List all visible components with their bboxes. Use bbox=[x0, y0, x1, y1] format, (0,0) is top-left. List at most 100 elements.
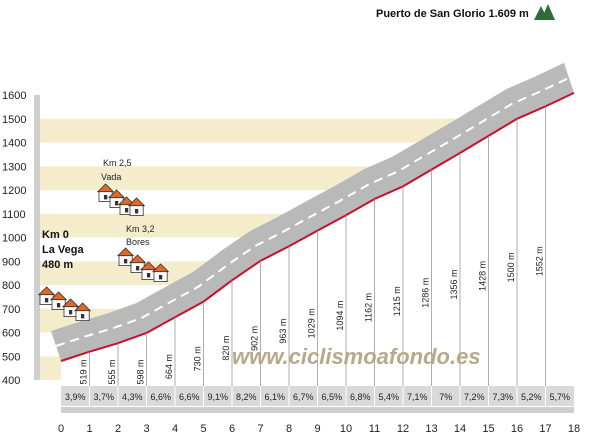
gradient-label: 9,1% bbox=[207, 392, 228, 402]
x-tick-label: 7 bbox=[257, 423, 263, 435]
y-tick-label: 1500 bbox=[2, 114, 26, 126]
house-icon bbox=[116, 247, 135, 267]
elevation-label: 519 m bbox=[79, 359, 89, 384]
house-door bbox=[134, 209, 139, 214]
km-gridlines bbox=[89, 106, 546, 390]
house-door bbox=[123, 259, 128, 264]
gradient-label: 4,3% bbox=[122, 392, 143, 402]
house-roof bbox=[151, 263, 170, 273]
gradient-label: 7,2% bbox=[464, 392, 485, 402]
x-tick-label: 3 bbox=[143, 423, 149, 435]
x-tick-label: 2 bbox=[115, 423, 121, 435]
house-roof bbox=[116, 247, 135, 257]
watermark-text: www.ciclismoafondo.es bbox=[232, 344, 481, 369]
house-icon bbox=[117, 196, 136, 216]
y-axis-ticks: 400 500 600 700 800 900 1000 1100 1200 1300 1400 15… bbox=[2, 90, 26, 387]
gradient-label: 7% bbox=[439, 392, 452, 402]
gradient-label: 5,4% bbox=[378, 392, 399, 402]
house-icon bbox=[128, 254, 147, 274]
x-tick-label: 17 bbox=[539, 423, 551, 435]
x-tick-label: 6 bbox=[229, 423, 235, 435]
y-axis-bar bbox=[34, 95, 40, 380]
gradient-label: 7,3% bbox=[492, 392, 513, 402]
y-tick-label: 1400 bbox=[2, 138, 26, 150]
mountain-peak bbox=[541, 4, 555, 20]
elevation-label: 1215 m bbox=[392, 286, 402, 316]
house-icon bbox=[73, 302, 92, 322]
house-door bbox=[68, 310, 73, 315]
house-roof bbox=[37, 286, 56, 296]
town-bores-name: Bores bbox=[126, 237, 150, 247]
x-tick-label: 11 bbox=[369, 423, 380, 435]
y-tick-label: 1200 bbox=[2, 185, 26, 197]
start-label: Km 0 La Vega 480 m bbox=[42, 229, 84, 271]
gradient-label: 6,1% bbox=[264, 392, 285, 402]
y-tick-label: 900 bbox=[2, 256, 20, 268]
house-roof bbox=[73, 302, 92, 312]
elevation-label: 1029 m bbox=[307, 308, 317, 338]
y-tick-label: 700 bbox=[2, 304, 20, 316]
x-tick-label: 0 bbox=[58, 423, 64, 435]
summit-label: Puerto de San Glorio 1.609 m bbox=[376, 8, 529, 20]
elevation-label: 598 m bbox=[136, 359, 146, 384]
y-tick-label: 800 bbox=[2, 280, 20, 292]
house-door bbox=[124, 208, 129, 213]
elevation-label: 1356 m bbox=[449, 269, 459, 299]
house-roof bbox=[117, 196, 136, 206]
start-elevation-label: 480 m bbox=[42, 259, 73, 271]
elevation-label: 1428 m bbox=[478, 261, 488, 291]
house-roof bbox=[49, 291, 68, 301]
village-icons bbox=[37, 183, 170, 322]
gradient-label: 7,1% bbox=[407, 392, 428, 402]
y-tick-label: 600 bbox=[2, 328, 20, 340]
gradient-label: 6,8% bbox=[350, 392, 371, 402]
elevation-label: 555 m bbox=[107, 359, 117, 384]
house-door bbox=[158, 275, 163, 280]
road-centerline bbox=[55, 76, 570, 347]
house-icon bbox=[127, 197, 146, 217]
house-roof bbox=[128, 254, 147, 264]
road-band bbox=[51, 62, 574, 362]
gradient-label: 6,6% bbox=[179, 392, 200, 402]
gradient-label: 3,9% bbox=[65, 392, 86, 402]
gradient-label: 5,7% bbox=[549, 392, 570, 402]
house-icon bbox=[107, 189, 126, 209]
town-vada-name: Vada bbox=[101, 172, 121, 182]
gradient-label: 6,5% bbox=[321, 392, 342, 402]
x-axis-bar bbox=[61, 407, 574, 413]
x-tick-label: 18 bbox=[568, 423, 580, 435]
elevation-label: 963 m bbox=[278, 319, 288, 344]
town-bores-km-label: Km 3,2 bbox=[126, 224, 155, 234]
stripe-band bbox=[40, 95, 574, 119]
elevation-label: 1094 m bbox=[335, 301, 345, 331]
house-roof bbox=[96, 183, 115, 193]
elevation-label: 1552 m bbox=[535, 246, 545, 276]
gradient-label: 8,2% bbox=[236, 392, 257, 402]
mountain-icon bbox=[534, 4, 555, 20]
y-tick-label: 500 bbox=[2, 351, 20, 363]
house-roof bbox=[139, 261, 158, 271]
house-door bbox=[135, 266, 140, 271]
elevation-label: 1500 m bbox=[506, 252, 516, 282]
house-door bbox=[114, 201, 119, 206]
x-tick-label: 4 bbox=[172, 423, 178, 435]
start-km-label: Km 0 bbox=[42, 229, 69, 241]
y-tick-label: 1100 bbox=[2, 209, 26, 221]
town-annotations: Km 2,5 Vada Km 3,2 Bores bbox=[101, 158, 155, 247]
x-tick-label: 8 bbox=[286, 423, 292, 435]
house-door bbox=[146, 273, 151, 278]
elevation-label: 902 m bbox=[250, 326, 260, 351]
y-tick-label: 1000 bbox=[2, 233, 26, 245]
house-door bbox=[56, 303, 61, 308]
house-door bbox=[44, 298, 49, 303]
x-tick-label: 12 bbox=[397, 423, 409, 435]
town-vada-km-label: Km 2,5 bbox=[103, 158, 132, 168]
x-axis-ticks: 0 1 2 3 4 5 6 7 8 9 10 11 12 13 14 15 16 17 18 bbox=[58, 407, 580, 435]
y-tick-label: 400 bbox=[2, 375, 20, 387]
y-tick-label: 1300 bbox=[2, 161, 26, 173]
house-roof bbox=[61, 298, 80, 308]
elevation-label: 664 m bbox=[164, 354, 174, 379]
x-tick-label: 1 bbox=[86, 423, 92, 435]
x-tick-label: 15 bbox=[482, 423, 494, 435]
